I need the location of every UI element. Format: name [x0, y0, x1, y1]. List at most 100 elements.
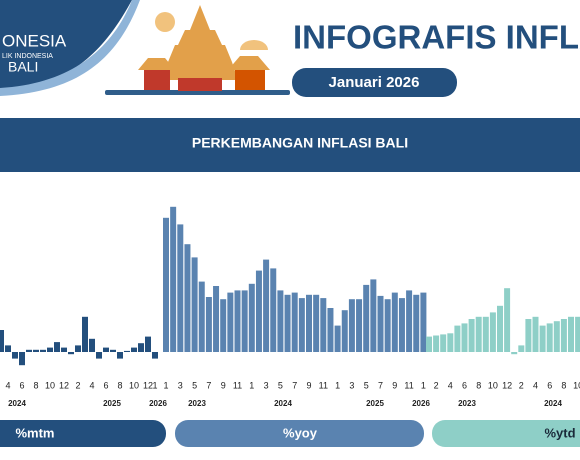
logo-text: ONESIA: [2, 31, 67, 50]
bar: [447, 333, 454, 352]
x-tick-label: 1: [163, 380, 168, 390]
bar: [313, 294, 320, 352]
year-label: 2024: [544, 399, 562, 408]
bar: [306, 294, 312, 352]
x-tick-label: 5: [364, 380, 369, 390]
bar: [191, 257, 198, 352]
bar: [327, 308, 334, 352]
bar: [124, 350, 130, 352]
bar: [363, 284, 370, 352]
legend-pill: [432, 420, 580, 447]
bar: [96, 352, 102, 359]
bar: [263, 259, 270, 352]
bar: [170, 206, 177, 352]
bar: [19, 352, 25, 366]
bar: [539, 325, 546, 352]
date-label: Januari 2026: [329, 74, 420, 91]
x-tick-label: 10: [488, 380, 498, 390]
x-tick-label: 4: [5, 380, 10, 390]
bar: [145, 336, 151, 352]
x-tick-label: 10: [573, 380, 580, 390]
x-tick-label: 8: [33, 380, 38, 390]
bar: [475, 316, 482, 352]
year-label: 2023: [458, 399, 476, 408]
bar: [426, 336, 432, 352]
bar: [75, 345, 81, 352]
bar: [184, 244, 191, 352]
bar: [356, 299, 363, 352]
logo-region: BALI: [8, 59, 38, 75]
bar: [320, 298, 327, 352]
x-tick-label: 9: [306, 380, 311, 390]
bar: [205, 297, 212, 352]
x-tick-label: 10: [129, 380, 139, 390]
x-tick-label: 12: [143, 380, 153, 390]
bar: [391, 292, 398, 352]
bar: [440, 334, 447, 352]
bar: [568, 316, 574, 352]
bar: [131, 347, 137, 352]
bar: [546, 323, 553, 352]
bar: [341, 310, 348, 352]
bar: [5, 345, 11, 352]
x-tick-label: 11: [319, 380, 328, 390]
bar: [420, 292, 427, 352]
x-tick-label: 6: [19, 380, 24, 390]
x-tick-label: 8: [476, 380, 481, 390]
x-tick-label: 8: [117, 380, 122, 390]
x-tick-label: 7: [378, 380, 383, 390]
bar: [518, 345, 525, 352]
logo-subtext: LIK INDONESIA: [2, 53, 53, 60]
x-tick-label: 12: [59, 380, 69, 390]
bar: [370, 279, 377, 352]
x-tick-label: 9: [221, 380, 226, 390]
bar: [468, 319, 475, 352]
x-tick-label: 10: [45, 380, 55, 390]
year-label: 2026: [149, 399, 167, 408]
bar: [152, 352, 158, 359]
page-title: INFOGRAFIS INFLA: [293, 19, 580, 56]
bar: [433, 335, 440, 352]
year-label: 2023: [188, 399, 206, 408]
bar: [298, 298, 305, 352]
bar: [334, 325, 341, 352]
bar: [532, 316, 539, 352]
temple-illustration: [105, 5, 290, 95]
bar: [54, 342, 60, 352]
year-label: 2024: [274, 399, 292, 408]
logo-swoosh: [0, 0, 132, 88]
bar: [82, 316, 88, 352]
bar: [117, 352, 123, 359]
x-tick-label: 6: [547, 380, 552, 390]
bar: [40, 349, 46, 352]
bar: [138, 343, 144, 352]
bar: [348, 299, 355, 352]
x-tick-label: 4: [448, 380, 453, 390]
x-tick-label: 4: [533, 380, 538, 390]
bar: [177, 224, 184, 352]
chart-title: PERKEMBANGAN INFLASI BALI: [192, 135, 408, 151]
x-tick-label: 2: [434, 380, 439, 390]
bar: [398, 298, 405, 352]
legend-pill: [175, 420, 424, 447]
bar: [454, 325, 461, 352]
bar: [26, 349, 32, 352]
bar: [377, 295, 384, 352]
bar: [110, 349, 116, 352]
year-label: 2024: [8, 399, 26, 408]
x-tick-label: 1: [335, 380, 340, 390]
bar: [61, 347, 67, 352]
bar: [553, 321, 560, 352]
x-tick-label: 1: [152, 380, 157, 390]
bar: [575, 316, 580, 352]
x-tick-label: 7: [206, 380, 211, 390]
x-tick-label: 3: [178, 380, 183, 390]
legend-label: %ytd: [544, 425, 575, 440]
legend-label: %mtm: [15, 425, 54, 440]
bar: [291, 292, 298, 352]
bar: [497, 305, 503, 352]
x-tick-label: 5: [278, 380, 283, 390]
